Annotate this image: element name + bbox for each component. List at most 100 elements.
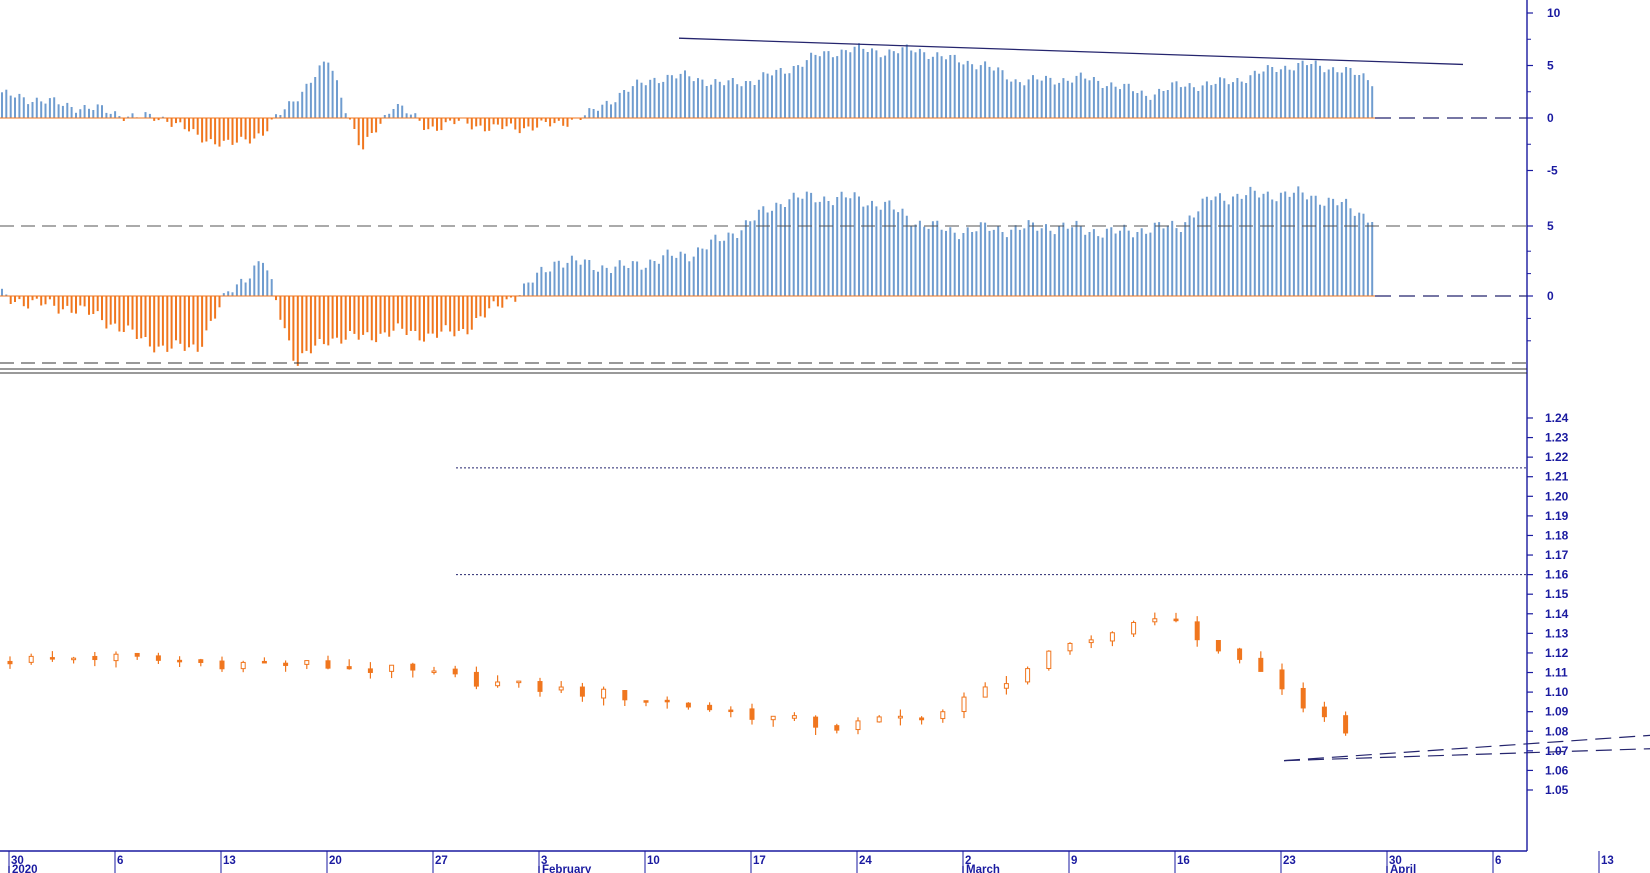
y-tick-label: 1.21 (1545, 470, 1569, 484)
candle-body (155, 655, 161, 661)
candle-body (601, 688, 607, 699)
x-tick-label: 16 (1177, 855, 1190, 867)
y-tick-label: 0 (1547, 111, 1554, 125)
candle-body (198, 659, 204, 663)
x-tick-label: 27 (435, 855, 448, 867)
candle-body (1194, 621, 1200, 641)
x-tick-label: 6 (1495, 855, 1501, 867)
candle-body (325, 660, 331, 669)
candle-body (1109, 632, 1115, 642)
candle-body (1321, 706, 1327, 718)
x-tick-label: 13 (223, 855, 236, 867)
y-tick-label: 1.23 (1545, 431, 1569, 445)
candle-body (410, 663, 416, 671)
y-tick-label: 1.14 (1545, 607, 1569, 621)
period-label: 2020 (12, 864, 38, 873)
candle-body (431, 670, 437, 673)
channel-upper-trendline (1283, 734, 1650, 762)
candle-body (389, 664, 395, 672)
candle-body (283, 662, 289, 666)
candle-body (346, 666, 352, 670)
candle-body (1067, 642, 1073, 652)
candle-body (1046, 650, 1052, 669)
y-tick-label: 1.19 (1545, 509, 1569, 523)
y-tick-label: 1.18 (1545, 528, 1569, 542)
candle-body (134, 652, 140, 657)
candle-body (791, 715, 797, 719)
x-tick-label: 6 (117, 855, 123, 867)
y-tick-label: 1.20 (1545, 489, 1569, 503)
candle-body (982, 686, 988, 698)
candle-body (1258, 657, 1264, 672)
y-tick-label: 1.09 (1545, 705, 1569, 719)
candle-body (219, 660, 225, 670)
y-tick-label: 1.15 (1545, 587, 1569, 601)
price-panel (7, 467, 1650, 762)
x-tick-label: 13 (1601, 855, 1614, 867)
x-tick-label: 23 (1283, 855, 1296, 867)
y-tick-label: 1.13 (1545, 626, 1569, 640)
candle-body (1152, 618, 1158, 623)
y-tick-label: 1.06 (1545, 763, 1569, 777)
candle-body (728, 709, 734, 713)
candle-body (7, 660, 13, 665)
candle-body (1279, 669, 1285, 690)
candle-body (1003, 683, 1009, 689)
candle-body (940, 711, 946, 720)
candle-body (558, 686, 564, 691)
x-tick-label: 20 (329, 855, 342, 867)
y-tick-label: -5 (1547, 164, 1558, 178)
y-tick-label: 5 (1547, 219, 1554, 233)
candle-body (1237, 648, 1243, 660)
candle-body (961, 696, 967, 713)
candle-body (1343, 715, 1349, 734)
y-tick-label: 0 (1547, 289, 1554, 303)
channel-lower-trendline (1283, 748, 1650, 762)
candle-body (1025, 668, 1031, 683)
y-tick-label: 1.22 (1545, 450, 1569, 464)
candle-body (49, 657, 55, 660)
candle-body (664, 699, 670, 703)
x-tick-label: 30 (11, 855, 24, 867)
candle-body (770, 715, 776, 721)
candle-body (1300, 687, 1306, 709)
candle-body (240, 661, 246, 670)
candle-body (113, 653, 119, 662)
oscillator-trendline (678, 37, 1464, 66)
x-tick-label: 3 (541, 855, 547, 867)
candle-body (855, 720, 861, 731)
y-tick-label: 1.12 (1545, 646, 1569, 660)
y-tick-label: 1.10 (1545, 685, 1569, 699)
y-tick-label: 1.07 (1545, 744, 1569, 758)
candle-body (876, 716, 882, 723)
candle-body (707, 704, 713, 711)
candle-body (177, 659, 183, 663)
candle-body (261, 660, 267, 664)
y-tick-label: 10 (1547, 6, 1561, 20)
candle-body (71, 657, 77, 661)
candle-body (834, 725, 840, 731)
candle-body (622, 690, 628, 701)
candle-body (452, 668, 458, 675)
y-tick-label: 1.08 (1545, 724, 1569, 738)
candle-body (643, 700, 649, 703)
period-label: March (966, 864, 1000, 873)
x-tick-label: 2 (965, 855, 971, 867)
candle-body (1173, 618, 1179, 622)
x-tick-label: 24 (859, 855, 872, 867)
candle-body (495, 681, 501, 687)
candle-body (516, 680, 522, 684)
candle-body (813, 716, 819, 728)
candle-body (473, 671, 479, 687)
period-label: February (542, 864, 592, 873)
x-tick-label: 9 (1071, 855, 1077, 867)
candle-body (749, 708, 755, 720)
x-tick-label: 17 (753, 855, 766, 867)
y-tick-label: 1.11 (1545, 666, 1568, 680)
y-tick-label: 5 (1547, 59, 1554, 73)
candle-body (685, 702, 691, 708)
candle-body (897, 715, 903, 719)
candle-body (1131, 622, 1137, 635)
candle-body (1215, 640, 1221, 652)
